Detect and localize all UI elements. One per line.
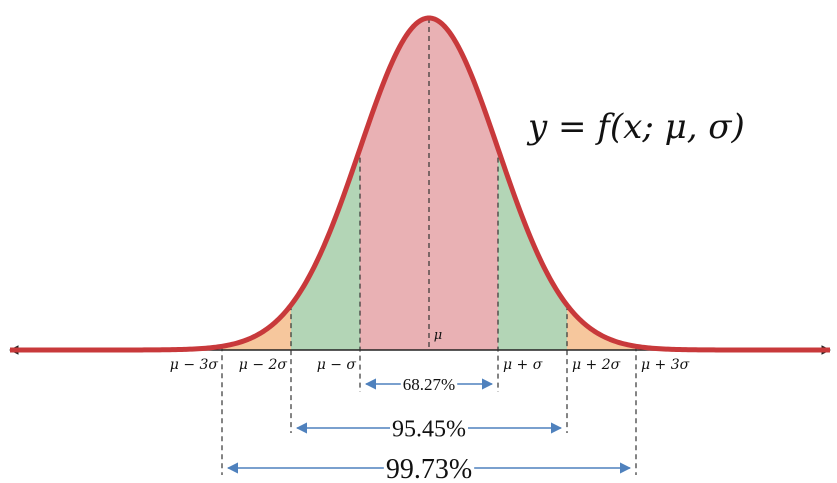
interval-label: 95.45%	[392, 416, 466, 442]
interval-label-bg	[383, 453, 475, 483]
tick-labels: μ − 3σ μ − 2σ μ − σ μ + σ μ + 2σ μ + 3σ	[170, 357, 690, 373]
region-two-to-three-sigma-right	[567, 305, 636, 350]
tick-label: μ − σ	[317, 357, 357, 373]
interval-label: 68.27%	[403, 375, 455, 394]
interval-label-bg	[400, 374, 458, 394]
tick-label: μ + 2σ	[572, 357, 621, 373]
normal-curve	[9, 15, 831, 353]
tick-label: μ − 3σ	[170, 357, 219, 373]
mu-label: μ	[434, 328, 442, 343]
equation-label: y = f(x; μ, σ)	[526, 107, 745, 147]
tick-label: μ + σ	[503, 357, 543, 373]
interval-label: 99.73%	[386, 454, 472, 483]
tick-label: μ + 3σ	[641, 357, 690, 373]
interval-label-bg	[390, 416, 468, 443]
sigma-dashed-lines	[221, 18, 637, 475]
tick-label: μ − 2σ	[239, 357, 288, 373]
interval-arrows: 68.27% 95.45% 99.73%	[226, 374, 632, 483]
region-two-to-three-sigma-left	[222, 305, 291, 350]
